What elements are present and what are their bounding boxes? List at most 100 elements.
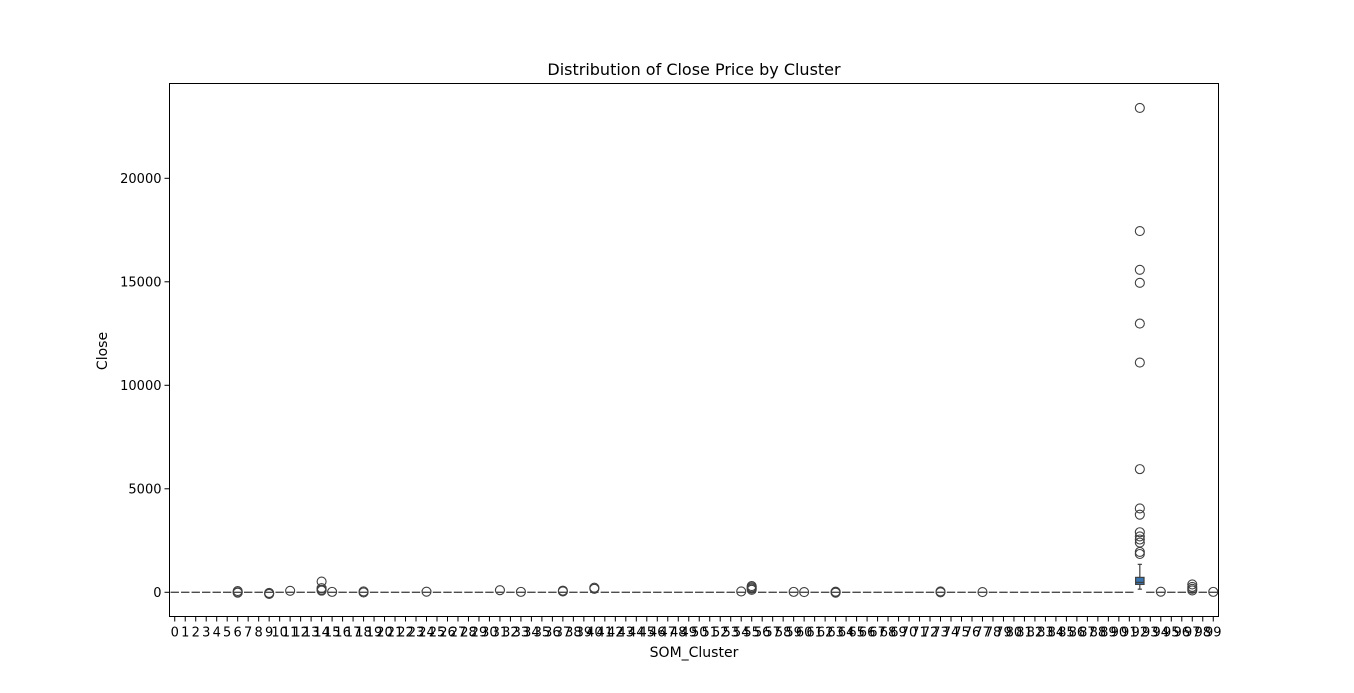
x-tick-label: 72 xyxy=(922,626,939,641)
x-tick-label: 91 xyxy=(1121,626,1138,641)
x-tick-label: 11 xyxy=(282,626,299,641)
outlier-point xyxy=(1134,102,1145,113)
x-tick-label: 48 xyxy=(670,626,687,641)
x-tick-label: 42 xyxy=(607,626,624,641)
x-tick-label: 1 xyxy=(181,626,189,641)
x-tick-label: 75 xyxy=(953,626,970,641)
x-tick-label: 61 xyxy=(806,626,823,641)
x-tick-label: 63 xyxy=(827,626,844,641)
x-tick-label: 70 xyxy=(901,626,918,641)
x-tick-label: 39 xyxy=(576,626,593,641)
outlier-point xyxy=(830,587,841,598)
x-tick-label: 95 xyxy=(1163,626,1180,641)
x-tick-label: 7 xyxy=(244,626,252,641)
x-tick-label: 44 xyxy=(628,626,645,641)
y-tick-label: 20000 xyxy=(120,172,161,187)
x-tick-label: 81 xyxy=(1016,626,1033,641)
x-tick-label: 94 xyxy=(1153,626,1170,641)
cluster-box-92 xyxy=(1135,576,1145,586)
x-tick-label: 5 xyxy=(223,626,231,641)
x-tick-label: 83 xyxy=(1037,626,1054,641)
x-tick-label: 9 xyxy=(265,626,273,641)
x-tick-label: 14 xyxy=(313,626,330,641)
x-tick-label: 15 xyxy=(324,626,341,641)
x-tick-label: 96 xyxy=(1174,626,1191,641)
y-axis: 0 5000 10000 15000 20000 xyxy=(120,172,170,601)
x-tick-label: 93 xyxy=(1142,626,1159,641)
x-tick-label: 4 xyxy=(213,626,221,641)
x-tick-label: 59 xyxy=(785,626,802,641)
outlier-point xyxy=(746,584,757,595)
outlier-point xyxy=(1134,226,1145,237)
x-tick-label: 89 xyxy=(1100,626,1117,641)
outlier-point xyxy=(1187,579,1198,590)
outlier-point xyxy=(285,585,296,596)
x-tick-label: 57 xyxy=(764,626,781,641)
x-axis-label: SOM_Cluster xyxy=(650,645,739,661)
outlier-point xyxy=(1134,534,1145,545)
outlier-point xyxy=(977,587,988,598)
x-tick-label: 26 xyxy=(439,626,456,641)
x-tick-label: 12 xyxy=(292,626,309,641)
x-tick-label: 84 xyxy=(1048,626,1065,641)
chart-marks xyxy=(170,102,1219,599)
x-tick-label: 27 xyxy=(450,626,467,641)
x-tick-label: 77 xyxy=(974,626,991,641)
x-axis: 0 1 2 3 4 5 6 7 8 9101112131415161718192021222324… xyxy=(171,616,1222,641)
x-tick-label: 35 xyxy=(534,626,551,641)
x-tick-label: 54 xyxy=(733,626,750,641)
plot-frame xyxy=(169,83,1219,617)
outlier-point xyxy=(1134,527,1145,538)
outlier-point xyxy=(1134,503,1145,514)
x-tick-label: 78 xyxy=(985,626,1002,641)
x-tick-label: 99 xyxy=(1205,626,1222,641)
x-tick-label: 68 xyxy=(880,626,897,641)
x-tick-label: 2 xyxy=(192,626,200,641)
outlier-point xyxy=(358,587,369,598)
outlier-point xyxy=(1134,548,1145,560)
outlier-point xyxy=(264,588,275,599)
outlier-point xyxy=(232,587,243,598)
x-tick-label: 67 xyxy=(869,626,886,641)
outlier-point xyxy=(494,585,505,596)
x-tick-label: 64 xyxy=(838,626,855,641)
x-tick-label: 16 xyxy=(334,626,351,641)
x-tick-label: 50 xyxy=(691,626,708,641)
x-tick-label: 24 xyxy=(418,626,435,641)
x-tick-label: 51 xyxy=(701,626,718,641)
x-tick-label: 55 xyxy=(743,626,760,641)
x-tick-label: 58 xyxy=(775,626,792,641)
x-tick-label: 38 xyxy=(565,626,582,641)
x-tick-label: 36 xyxy=(544,626,561,641)
x-tick-label: 22 xyxy=(397,626,414,641)
x-tick-label: 41 xyxy=(597,626,614,641)
x-tick-label: 86 xyxy=(1069,626,1086,641)
x-tick-label: 10 xyxy=(271,626,288,641)
x-tick-label: 88 xyxy=(1090,626,1107,641)
x-tick-label: 85 xyxy=(1058,626,1075,641)
x-tick-label: 60 xyxy=(796,626,813,641)
outlier-point xyxy=(799,587,810,598)
x-tick-label: 13 xyxy=(303,626,320,641)
y-tick-label: 15000 xyxy=(120,275,161,290)
x-tick-label: 80 xyxy=(1006,626,1023,641)
outlier-point xyxy=(1208,586,1219,597)
x-tick-label: 33 xyxy=(513,626,530,641)
outlier-point xyxy=(736,586,747,597)
outlier-point xyxy=(1134,357,1145,368)
x-tick-label: 49 xyxy=(680,626,697,641)
outlier-point xyxy=(935,587,946,598)
x-tick-label: 25 xyxy=(429,626,446,641)
x-tick-label: 69 xyxy=(890,626,907,641)
y-axis-label: Close xyxy=(95,332,111,370)
outlier-point xyxy=(1134,509,1145,520)
outlier-point xyxy=(1187,585,1198,596)
x-tick-label: 23 xyxy=(408,626,425,641)
x-tick-label: 97 xyxy=(1184,626,1201,641)
x-tick-label: 92 xyxy=(1132,626,1149,641)
x-tick-label: 40 xyxy=(586,626,603,641)
x-tick-label: 8 xyxy=(255,626,263,641)
outlier-point xyxy=(327,586,338,597)
x-tick-label: 29 xyxy=(471,626,488,641)
